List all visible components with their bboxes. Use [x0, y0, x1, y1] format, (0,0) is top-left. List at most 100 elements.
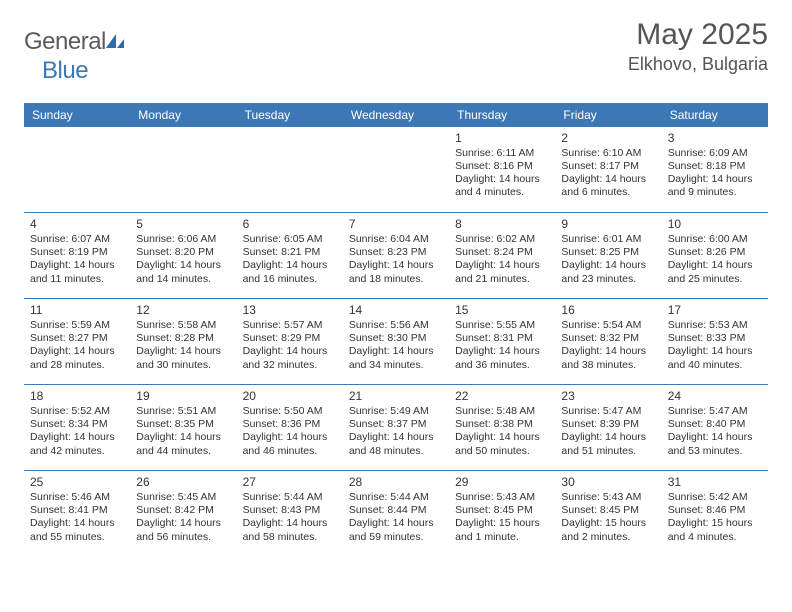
calendar-day: 15Sunrise: 5:55 AMSunset: 8:31 PMDayligh…: [449, 299, 555, 385]
logo-sail-icon: [104, 29, 126, 57]
calendar-day: 7 Sunrise: 6:04 AMSunset: 8:23 PMDaylight…: [343, 213, 449, 299]
day-info: Sunrise: 5:47 AMSunset: 8:40 PMDaylight:…: [668, 405, 762, 458]
calendar-day: 1Sunrise: 6:11 AMSunset: 8:16 PMDaylight…: [449, 127, 555, 213]
day-info: Sunrise: 5:50 AMSunset: 8:36 PMDaylight:…: [243, 405, 337, 458]
day-info: Sunrise: 5:43 AMSunset: 8:45 PMDaylight:…: [455, 491, 549, 544]
calendar-day: 10 Sunrise: 6:00 AMSunset: 8:26 PMDayligh…: [662, 213, 768, 299]
page-title: May 2025: [628, 18, 768, 52]
day-number: 5: [136, 217, 230, 231]
day-number: 29: [455, 475, 549, 489]
calendar-day: 17Sunrise: 5:53 AMSunset: 8:33 PMDayligh…: [662, 299, 768, 385]
day-number: 25: [30, 475, 124, 489]
calendar-week: 1Sunrise: 6:11 AMSunset: 8:16 PMDaylight…: [24, 127, 768, 213]
calendar-day: 2Sunrise: 6:10 AMSunset: 8:17 PMDaylight…: [555, 127, 661, 213]
calendar-day: 11Sunrise: 5:59 AMSunset: 8:27 PMDayligh…: [24, 299, 130, 385]
day-info: Sunrise: 6:04 AMSunset: 8:23 PMDaylight:…: [349, 233, 443, 286]
day-info: Sunrise: 5:56 AMSunset: 8:30 PMDaylight:…: [349, 319, 443, 372]
day-info: Sunrise: 6:00 AMSunset: 8:26 PMDaylight:…: [668, 233, 762, 286]
calendar-day: 23 Sunrise: 5:47 AMSunset: 8:39 PMDayligh…: [555, 385, 661, 471]
calendar-day: 16 Sunrise: 5:54 AMSunset: 8:32 PMDayligh…: [555, 299, 661, 385]
day-number: 15: [455, 303, 549, 317]
calendar-day: 3Sunrise: 6:09 AMSunset: 8:18 PMDaylight…: [662, 127, 768, 213]
calendar-head: SundayMondayTuesdayWednesdayThursdayFrid…: [24, 103, 768, 127]
day-number: 8: [455, 217, 549, 231]
calendar-day: 19 Sunrise: 5:51 AMSunset: 8:35 PMDayligh…: [130, 385, 236, 471]
calendar-day: 30 Sunrise: 5:43 AMSunset: 8:45 PMDayligh…: [555, 471, 661, 557]
calendar-day: 4 Sunrise: 6:07 AMSunset: 8:19 PMDaylight…: [24, 213, 130, 299]
calendar-day: 14 Sunrise: 5:56 AMSunset: 8:30 PMDayligh…: [343, 299, 449, 385]
logo-word-1: General: [24, 28, 106, 55]
calendar-day: 13 Sunrise: 5:57 AMSunset: 8:29 PMDayligh…: [237, 299, 343, 385]
weekday-header: Monday: [130, 103, 236, 127]
day-number: 13: [243, 303, 337, 317]
calendar-week: 11Sunrise: 5:59 AMSunset: 8:27 PMDayligh…: [24, 299, 768, 385]
day-info: Sunrise: 5:48 AMSunset: 8:38 PMDaylight:…: [455, 405, 549, 458]
calendar-day: 29 Sunrise: 5:43 AMSunset: 8:45 PMDayligh…: [449, 471, 555, 557]
day-info: Sunrise: 5:44 AMSunset: 8:43 PMDaylight:…: [243, 491, 337, 544]
header: General Blue May 2025 Elkhovo, Bulgaria: [24, 18, 768, 85]
day-number: 7: [349, 217, 443, 231]
calendar-day: 8 Sunrise: 6:02 AMSunset: 8:24 PMDaylight…: [449, 213, 555, 299]
day-info: Sunrise: 5:42 AMSunset: 8:46 PMDaylight:…: [668, 491, 762, 544]
day-number: 9: [561, 217, 655, 231]
day-number: 24: [668, 389, 762, 403]
day-info: Sunrise: 6:06 AMSunset: 8:20 PMDaylight:…: [136, 233, 230, 286]
calendar-day: 28Sunrise: 5:44 AMSunset: 8:44 PMDayligh…: [343, 471, 449, 557]
page-subtitle: Elkhovo, Bulgaria: [628, 54, 768, 75]
day-number: 20: [243, 389, 337, 403]
calendar-day: 21 Sunrise: 5:49 AMSunset: 8:37 PMDayligh…: [343, 385, 449, 471]
day-info: Sunrise: 6:11 AMSunset: 8:16 PMDaylight:…: [455, 147, 549, 200]
day-number: 21: [349, 389, 443, 403]
calendar-body: 1Sunrise: 6:11 AMSunset: 8:16 PMDaylight…: [24, 127, 768, 557]
calendar-empty: [24, 127, 130, 213]
day-info: Sunrise: 5:52 AMSunset: 8:34 PMDaylight:…: [30, 405, 124, 458]
calendar-week: 18Sunrise: 5:52 AMSunset: 8:34 PMDayligh…: [24, 385, 768, 471]
calendar-day: 25 Sunrise: 5:46 AMSunset: 8:41 PMDayligh…: [24, 471, 130, 557]
calendar-day: 12 Sunrise: 5:58 AMSunset: 8:28 PMDayligh…: [130, 299, 236, 385]
calendar-day: 26Sunrise: 5:45 AMSunset: 8:42 PMDayligh…: [130, 471, 236, 557]
calendar-day: 31Sunrise: 5:42 AMSunset: 8:46 PMDayligh…: [662, 471, 768, 557]
day-info: Sunrise: 5:49 AMSunset: 8:37 PMDaylight:…: [349, 405, 443, 458]
day-info: Sunrise: 6:05 AMSunset: 8:21 PMDaylight:…: [243, 233, 337, 286]
weekday-header: Wednesday: [343, 103, 449, 127]
day-info: Sunrise: 6:07 AMSunset: 8:19 PMDaylight:…: [30, 233, 124, 286]
day-info: Sunrise: 5:53 AMSunset: 8:33 PMDaylight:…: [668, 319, 762, 372]
logo: General Blue: [24, 18, 126, 85]
day-number: 4: [30, 217, 124, 231]
title-block: May 2025 Elkhovo, Bulgaria: [628, 18, 768, 75]
day-info: Sunrise: 5:47 AMSunset: 8:39 PMDaylight:…: [561, 405, 655, 458]
calendar-table: SundayMondayTuesdayWednesdayThursdayFrid…: [24, 103, 768, 557]
day-info: Sunrise: 5:54 AMSunset: 8:32 PMDaylight:…: [561, 319, 655, 372]
day-number: 12: [136, 303, 230, 317]
calendar-day: 22Sunrise: 5:48 AMSunset: 8:38 PMDayligh…: [449, 385, 555, 471]
day-info: Sunrise: 5:57 AMSunset: 8:29 PMDaylight:…: [243, 319, 337, 372]
day-info: Sunrise: 5:51 AMSunset: 8:35 PMDaylight:…: [136, 405, 230, 458]
day-number: 27: [243, 475, 337, 489]
weekday-header: Sunday: [24, 103, 130, 127]
day-number: 11: [30, 303, 124, 317]
calendar-day: 24 Sunrise: 5:47 AMSunset: 8:40 PMDayligh…: [662, 385, 768, 471]
day-number: 23: [561, 389, 655, 403]
day-info: Sunrise: 5:46 AMSunset: 8:41 PMDaylight:…: [30, 491, 124, 544]
calendar-week: 4 Sunrise: 6:07 AMSunset: 8:19 PMDaylight…: [24, 213, 768, 299]
calendar-day: 27 Sunrise: 5:44 AMSunset: 8:43 PMDayligh…: [237, 471, 343, 557]
day-info: Sunrise: 5:58 AMSunset: 8:28 PMDaylight:…: [136, 319, 230, 372]
day-number: 16: [561, 303, 655, 317]
calendar-day: 5 Sunrise: 6:06 AMSunset: 8:20 PMDaylight…: [130, 213, 236, 299]
day-number: 30: [561, 475, 655, 489]
day-number: 14: [349, 303, 443, 317]
day-info: Sunrise: 6:10 AMSunset: 8:17 PMDaylight:…: [561, 147, 655, 200]
day-number: 10: [668, 217, 762, 231]
weekday-header: Tuesday: [237, 103, 343, 127]
logo-text: General Blue: [24, 28, 126, 85]
day-info: Sunrise: 5:43 AMSunset: 8:45 PMDaylight:…: [561, 491, 655, 544]
calendar-week: 25 Sunrise: 5:46 AMSunset: 8:41 PMDayligh…: [24, 471, 768, 557]
day-info: Sunrise: 5:44 AMSunset: 8:44 PMDaylight:…: [349, 491, 443, 544]
day-info: Sunrise: 6:01 AMSunset: 8:25 PMDaylight:…: [561, 233, 655, 286]
day-number: 26: [136, 475, 230, 489]
day-number: 6: [243, 217, 337, 231]
calendar-day: 18Sunrise: 5:52 AMSunset: 8:34 PMDayligh…: [24, 385, 130, 471]
calendar-day: 20 Sunrise: 5:50 AMSunset: 8:36 PMDayligh…: [237, 385, 343, 471]
day-number: 19: [136, 389, 230, 403]
day-info: Sunrise: 6:02 AMSunset: 8:24 PMDaylight:…: [455, 233, 549, 286]
